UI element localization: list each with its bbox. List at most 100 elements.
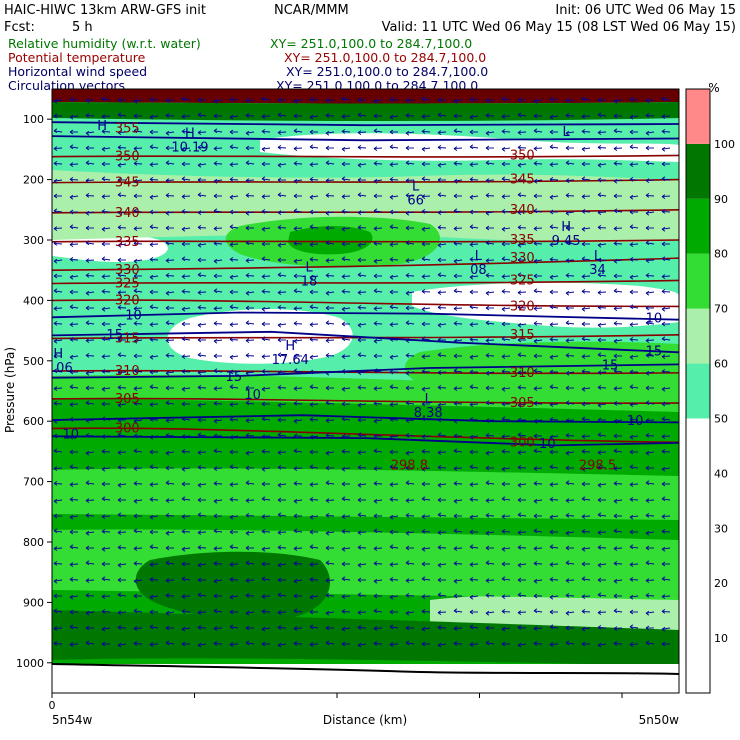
wind-vector-head <box>357 192 362 198</box>
wind-vector-head <box>469 482 474 487</box>
wind-vector-head <box>69 544 74 550</box>
wind-vector-head <box>357 402 362 408</box>
wind-vector-head <box>597 642 602 648</box>
wind-vector-head <box>421 241 426 247</box>
wind-vector-head <box>645 290 650 296</box>
wind-vector-head <box>213 528 218 534</box>
wind-vector <box>389 403 399 406</box>
wind-vector-head <box>405 320 410 326</box>
wind-vector <box>197 483 207 486</box>
wind-vector-head <box>309 114 314 120</box>
below-ground <box>52 664 679 693</box>
rh-90-patch <box>135 551 330 620</box>
wind-vector <box>389 386 399 389</box>
wind-vector <box>133 450 143 453</box>
wind-vector <box>101 275 111 278</box>
wind-vector-head <box>133 386 138 391</box>
wind-contour <box>52 135 679 142</box>
wind-vector <box>469 515 479 518</box>
wind-vector <box>469 146 479 149</box>
wind-vector-head <box>293 368 298 374</box>
wind-vector-head <box>661 96 666 102</box>
wind-vector-head <box>565 513 570 518</box>
wind-vector-head <box>517 465 522 470</box>
wind-vector-head <box>341 369 346 374</box>
wind-vector-head <box>165 240 170 246</box>
wind-vector-head <box>357 625 362 630</box>
wind-vector-head <box>549 274 554 280</box>
wind-vector <box>629 578 639 581</box>
wind-vector-head <box>149 464 154 470</box>
wind-vector <box>69 323 79 326</box>
wind-vector-head <box>197 242 202 248</box>
wind-vector <box>69 626 79 629</box>
wind-vector <box>533 499 543 502</box>
wind-vector <box>117 626 127 629</box>
wind-vector-head <box>485 625 490 631</box>
wind-vector-head <box>101 594 106 599</box>
wind-vector-head <box>133 418 138 424</box>
wind-vector-head <box>325 385 330 391</box>
wind-vector-head <box>517 592 522 598</box>
wind-vector-head <box>453 353 458 359</box>
wind-vector-head <box>613 578 618 584</box>
wind-vector <box>165 562 175 565</box>
wind-vector <box>661 418 671 421</box>
wind-vector-head <box>277 97 282 103</box>
wind-vector-head <box>389 162 394 167</box>
wind-vector-head <box>389 337 394 342</box>
wind-vector-head <box>389 194 394 200</box>
wind-vector-head <box>421 146 426 152</box>
wind-vector <box>501 258 511 261</box>
wind-vector-head <box>613 448 618 454</box>
wind-vector <box>389 546 399 549</box>
wind-vector-head <box>501 496 506 502</box>
wind-vector-head <box>197 385 202 390</box>
wind-vector-head <box>597 112 602 118</box>
wind-vector-head <box>533 466 538 471</box>
wind-vector <box>357 114 367 117</box>
wind-vector-head <box>181 129 186 134</box>
wind-vector <box>405 371 415 374</box>
wind-vector <box>629 403 639 406</box>
wind-vector-head <box>453 306 458 311</box>
wind-vector <box>565 162 575 165</box>
wind-vector <box>261 418 271 421</box>
wind-vector <box>357 274 367 277</box>
wind-vector-head <box>293 593 298 599</box>
wind-vector <box>181 387 191 390</box>
wind-vector <box>613 579 623 582</box>
wind-vector <box>197 451 207 454</box>
wind-vector <box>549 626 559 629</box>
wind-vector-head <box>661 466 666 472</box>
wind-vector-head <box>325 625 330 631</box>
wind-vector <box>197 306 207 309</box>
wind-vector-head <box>373 338 378 344</box>
wind-vector <box>661 195 671 198</box>
wind-vector-head <box>293 546 298 551</box>
wind-vector-head <box>245 273 250 278</box>
wind-vector <box>629 386 639 389</box>
wind-vector <box>229 226 239 229</box>
wind-vector-head <box>389 562 394 567</box>
wind-vector-head <box>277 337 282 343</box>
wind-vector <box>357 243 367 246</box>
wind-vector <box>565 611 575 614</box>
wind-vector <box>197 594 207 597</box>
wind-vector-head <box>485 225 490 231</box>
wind-vector-head <box>165 193 170 198</box>
wind-vector <box>661 627 671 630</box>
wind-vector <box>453 147 463 150</box>
wind-vector-head <box>501 481 506 487</box>
wind-vector <box>229 546 239 549</box>
wind-vector-head <box>373 353 378 359</box>
wind-vector-head <box>117 210 122 215</box>
wind-vector <box>165 322 175 325</box>
wind-vector-head <box>293 338 298 344</box>
wind-vector <box>117 466 127 469</box>
wind-vector <box>661 130 671 133</box>
wind-vector-head <box>469 144 474 150</box>
wind-vector-head <box>613 98 618 104</box>
wind-vector-head <box>581 609 586 614</box>
wind-vector <box>213 610 223 613</box>
